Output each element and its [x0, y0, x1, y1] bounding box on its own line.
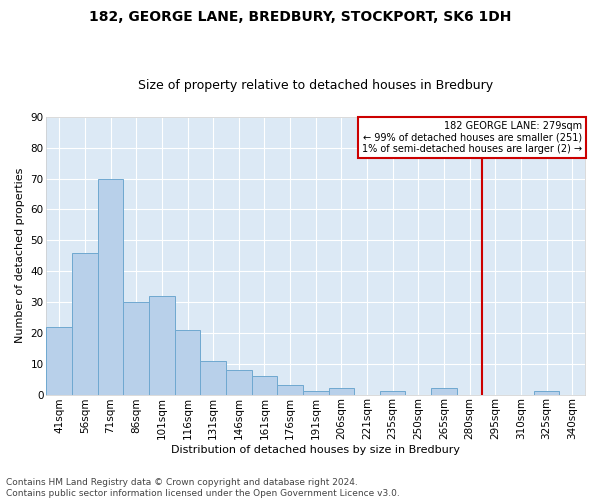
Bar	[251, 376, 277, 394]
Bar	[124, 302, 149, 394]
Text: 182 GEORGE LANE: 279sqm
← 99% of detached houses are smaller (251)
1% of semi-de: 182 GEORGE LANE: 279sqm ← 99% of detache…	[362, 121, 583, 154]
Y-axis label: Number of detached properties: Number of detached properties	[15, 168, 25, 344]
Bar	[46, 326, 72, 394]
Title: Size of property relative to detached houses in Bredbury: Size of property relative to detached ho…	[138, 79, 493, 92]
Bar	[226, 370, 251, 394]
Bar	[72, 252, 98, 394]
Bar	[277, 386, 303, 394]
Bar	[329, 388, 354, 394]
X-axis label: Distribution of detached houses by size in Bredbury: Distribution of detached houses by size …	[171, 445, 460, 455]
Bar	[303, 392, 329, 394]
Bar	[98, 178, 124, 394]
Bar	[380, 392, 406, 394]
Bar	[200, 360, 226, 394]
Bar	[149, 296, 175, 394]
Bar	[431, 388, 457, 394]
Bar	[534, 392, 559, 394]
Text: Contains HM Land Registry data © Crown copyright and database right 2024.
Contai: Contains HM Land Registry data © Crown c…	[6, 478, 400, 498]
Text: 182, GEORGE LANE, BREDBURY, STOCKPORT, SK6 1DH: 182, GEORGE LANE, BREDBURY, STOCKPORT, S…	[89, 10, 511, 24]
Bar	[175, 330, 200, 394]
